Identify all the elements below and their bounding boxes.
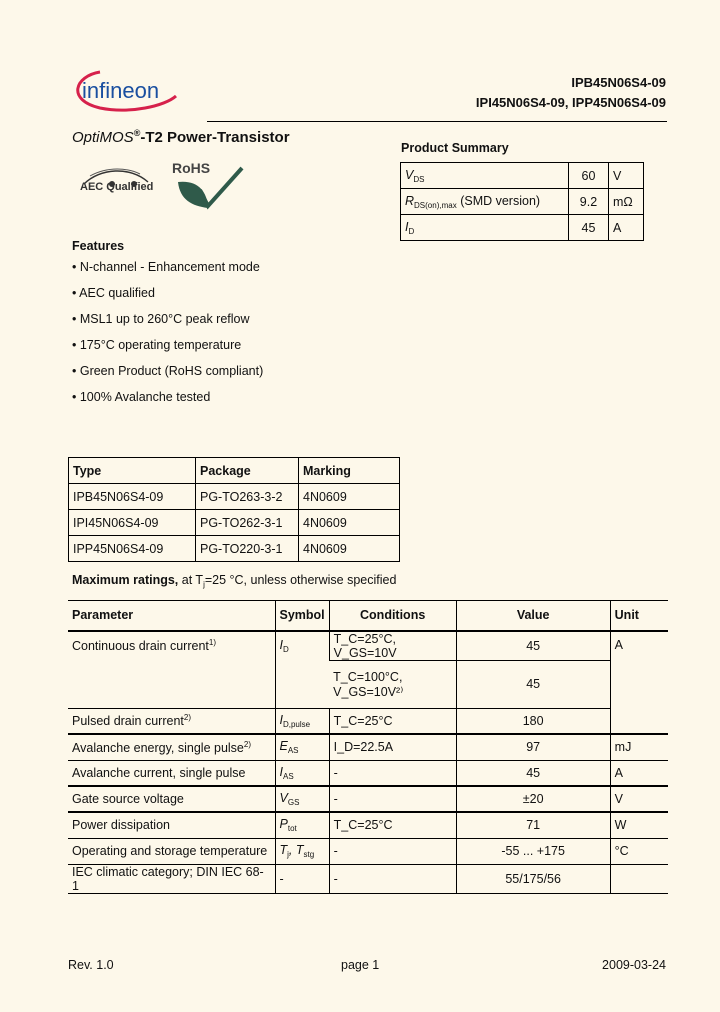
table-row: Pulsed drain current2) ID,pulse T_C=25°C 18… — [68, 707, 668, 734]
table-row: Gate source voltage VGS - ±20 V — [68, 785, 668, 812]
feature-item: • MSL1 up to 260°C peak reflow — [72, 312, 250, 326]
aec-qualified-logo: AEC Qualified — [80, 162, 153, 206]
part-number-secondary: IPI45N06S4-09, IPP45N06S4-09 — [475, 95, 666, 110]
table-row: IPI45N06S4-09 PG-TO262-3-1 4N0609 — [68, 509, 400, 536]
table-row: Power dissipation Ptot T_C=25°C 71 W — [68, 811, 668, 838]
infineon-logo: infineon — [70, 66, 180, 114]
feature-item: • 175°C operating temperature — [72, 338, 242, 352]
summary-row: RDS(on),max (SMD version) 9.2 mΩ — [400, 188, 644, 215]
product-summary-table: VDS 60 V RDS(on),max (SMD version) 9.2 mΩ ID… — [400, 162, 644, 241]
feature-item: • AEC qualified — [72, 286, 155, 300]
product-summary-heading: Product Summary — [401, 141, 509, 155]
feature-item: • 100% Avalanche tested — [72, 390, 211, 404]
page-number: page 1 — [341, 958, 380, 972]
table-header: Parameter Symbol Conditions Value Unit — [68, 600, 668, 632]
date: 2009-03-24 — [602, 958, 666, 972]
part-number-primary: IPB45N06S4-09 — [571, 75, 666, 90]
feature-item: • Green Product (RoHS compliant) — [72, 364, 264, 378]
max-ratings-table: Parameter Symbol Conditions Value Unit Conti… — [68, 600, 668, 894]
table-row: T_C=100°C, V_GS=10V²⁾ 45 — [68, 659, 668, 708]
summary-row: VDS 60 V — [400, 162, 644, 189]
table-row: Operating and storage temperature Tj, Tst… — [68, 837, 668, 864]
table-row: Avalanche current, single pulse IAS -45 A — [68, 759, 668, 786]
feature-item: • N-channel - Enhancement mode — [72, 260, 260, 274]
type-package-table: Type Package Marking IPB45N06S4-09 PG-TO263… — [68, 457, 400, 562]
header-divider — [207, 121, 667, 122]
features-heading: Features — [72, 239, 125, 253]
page-title: OptiMOS®-T2 Power-Transistor — [72, 128, 290, 146]
table-row: IPP45N06S4-09 PG-TO220-3-1 4N0609 — [68, 535, 400, 562]
rohs-logo: RoHS — [172, 160, 252, 210]
max-ratings-heading: Maximum ratings, at Tj=25 °C, unless oth… — [72, 573, 397, 589]
table-row: IPB45N06S4-09 PG-TO263-3-2 4N0609 — [68, 483, 400, 510]
table-row: Avalanche energy, single pulse2) EAS I_D=2… — [68, 733, 668, 760]
table-row: Continuous drain current1) ID T_C=25°C, V_… — [68, 630, 668, 734]
table-header: Type Package Marking — [68, 457, 400, 484]
summary-row: ID 45 A — [400, 214, 644, 241]
logo-text: infineon — [82, 78, 159, 103]
revision: Rev. 1.0 — [68, 958, 114, 972]
table-row: IEC climatic category; DIN IEC 68-1- -55/… — [68, 863, 668, 894]
